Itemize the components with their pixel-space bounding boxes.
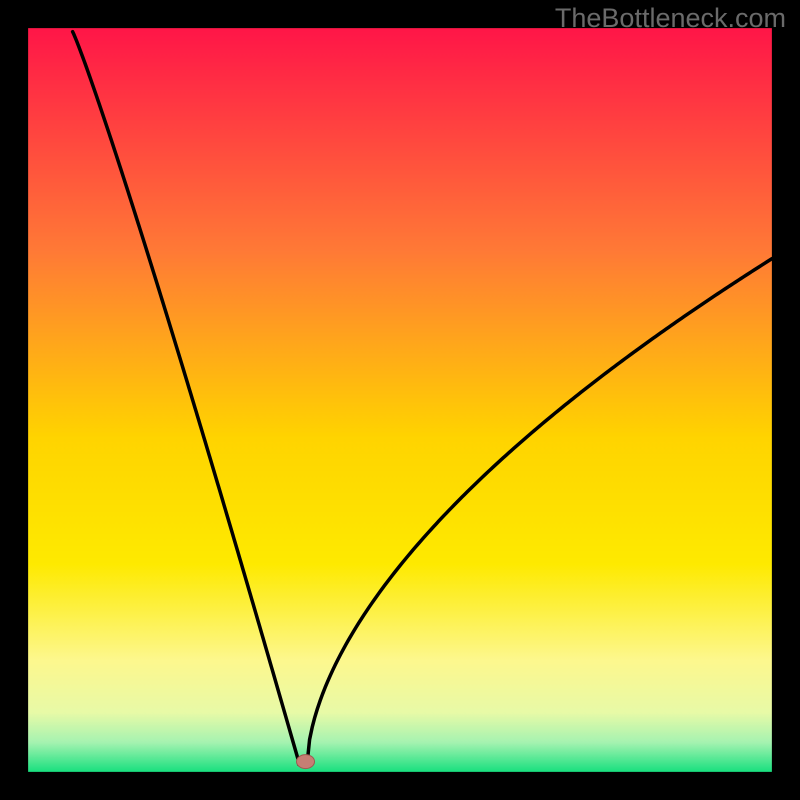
chart-frame [14, 14, 786, 786]
optimal-point-marker [297, 755, 315, 769]
chart-curve-layer [0, 0, 800, 800]
bottleneck-chart: TheBottleneck.com [0, 0, 800, 800]
bottleneck-curve [73, 32, 772, 765]
